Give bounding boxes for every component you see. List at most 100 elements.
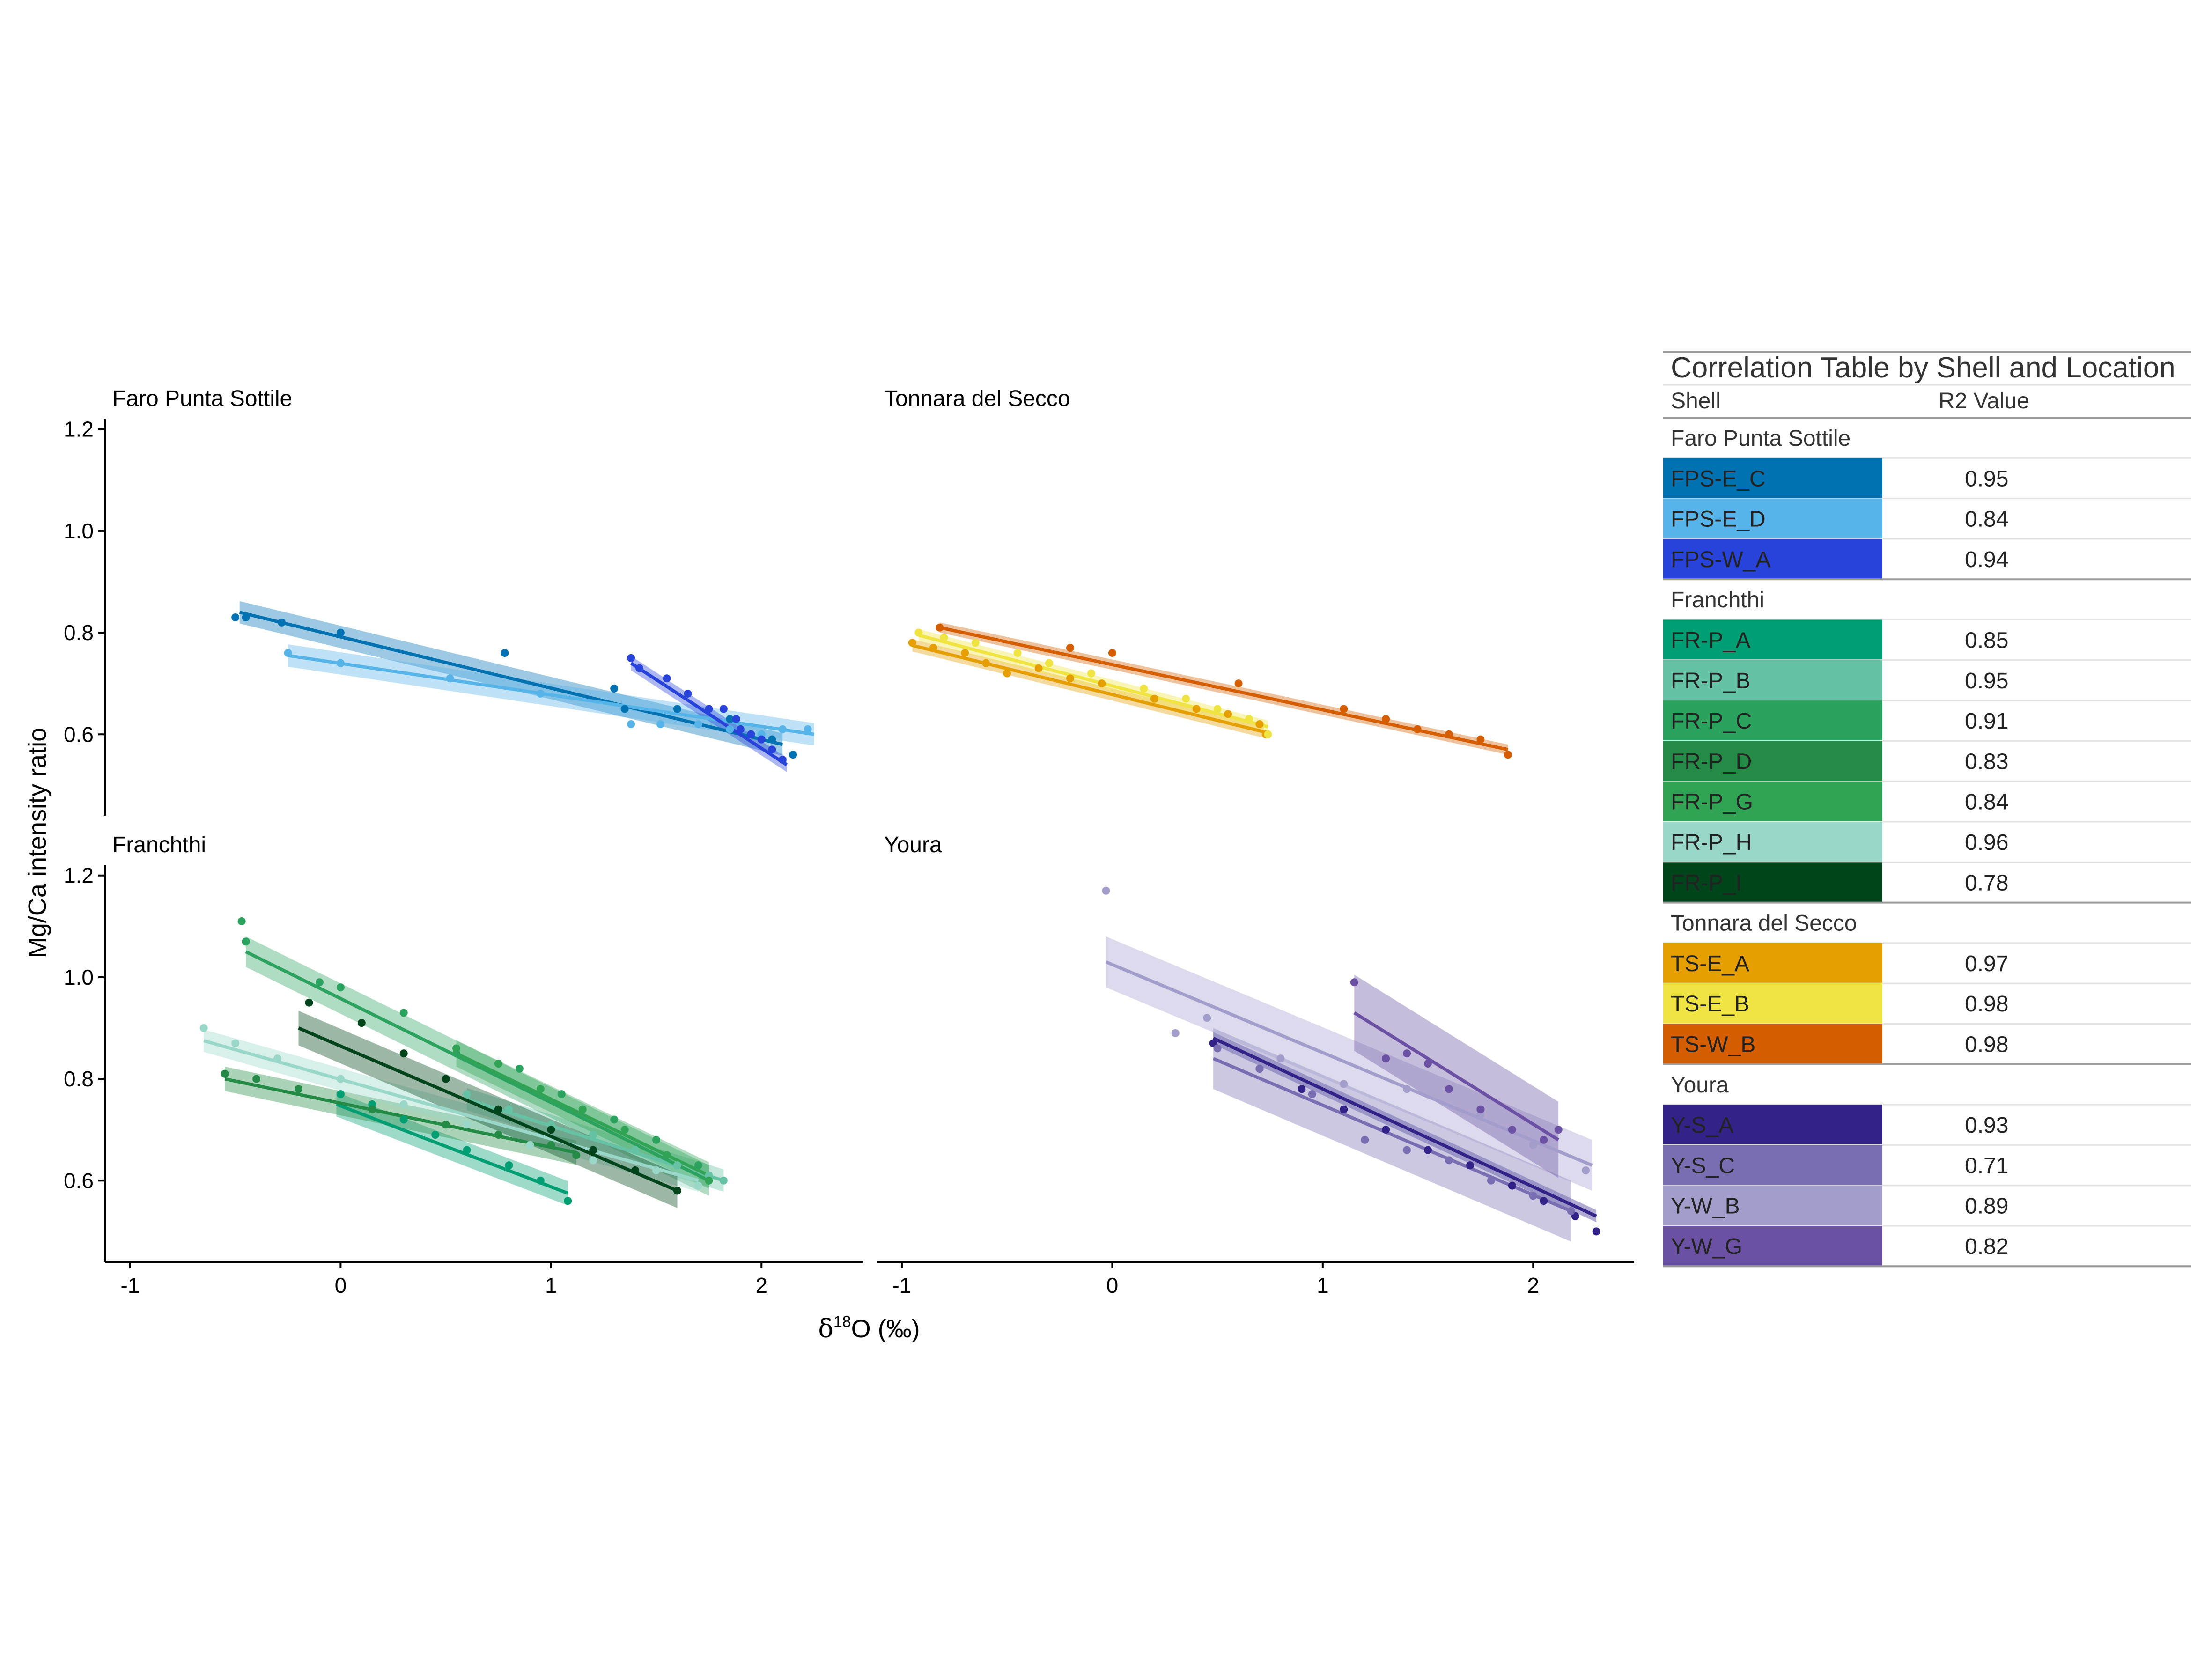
data-point-y-s-c (1308, 1090, 1316, 1099)
data-point-ts-e-a (929, 644, 937, 652)
data-point-fps-e-c (620, 705, 629, 713)
data-point-y-s-a (1340, 1105, 1348, 1113)
data-point-fr-p-c (694, 1161, 702, 1170)
y-axis-title: Mg/Ca intensity ratio (23, 728, 52, 958)
regression-line-fr-p-a (336, 1103, 569, 1195)
y-tick-label: 1.0 (64, 965, 94, 989)
data-point-fps-e-c (673, 705, 681, 713)
data-point-fr-p-i (631, 1166, 640, 1175)
table-group-label: Faro Punta Sottile (1671, 426, 1851, 451)
table-r2-cell: 0.91 (1965, 709, 2008, 734)
data-point-ts-w-b (936, 623, 944, 632)
table-shell-cell: TS-W_B (1671, 1032, 1755, 1057)
data-point-fr-p-b (505, 1105, 513, 1113)
data-point-y-s-c (1567, 1207, 1575, 1215)
data-point-fr-p-b (631, 1146, 640, 1154)
data-point-ts-w-b (1234, 679, 1243, 688)
shell-swatch-fr-p-i (1663, 862, 1882, 903)
data-point-ts-e-b (1045, 659, 1054, 667)
shell-swatch-fps-e-d (1663, 498, 1882, 539)
data-point-y-s-a (1382, 1126, 1390, 1134)
data-point-ts-e-b (1182, 694, 1190, 703)
data-point-fr-p-a (463, 1146, 471, 1154)
data-point-fr-p-i (589, 1146, 597, 1154)
data-point-ts-e-b (1013, 649, 1022, 657)
table-shell-cell: TS-E_A (1671, 951, 1749, 976)
data-point-fr-p-h (694, 1181, 702, 1190)
shell-swatch-fps-e-c (1663, 458, 1882, 499)
data-point-fps-w-a (627, 654, 635, 662)
data-point-fps-e-c (336, 628, 345, 637)
data-point-ts-w-b (1413, 725, 1422, 733)
data-point-y-w-g (1540, 1135, 1548, 1144)
data-point-ts-e-b (940, 634, 948, 642)
data-point-ts-w-b (1340, 705, 1348, 713)
data-point-fr-p-a (564, 1197, 572, 1205)
data-point-y-w-b (1529, 1141, 1537, 1149)
data-point-ts-e-b (914, 628, 923, 637)
x-tick-label: 0 (335, 1273, 347, 1298)
table-r2-cell: 0.98 (1965, 992, 2008, 1017)
regression-line-fr-p-h (203, 1039, 699, 1182)
data-point-y-s-a (1466, 1161, 1474, 1170)
data-point-fps-w-a (684, 689, 692, 698)
data-point-fr-p-h (463, 1121, 471, 1129)
data-point-fr-p-i (442, 1075, 450, 1083)
data-point-y-s-c (1213, 1044, 1222, 1053)
shell-swatch-y-s-c (1663, 1145, 1882, 1186)
table-shell-cell: FR-P_H (1671, 830, 1752, 855)
data-point-fps-e-d (694, 720, 702, 729)
shell-swatch-y-w-g (1663, 1226, 1882, 1267)
data-point-fr-p-a (431, 1131, 440, 1139)
table-r2-cell: 0.95 (1965, 466, 2008, 491)
data-point-fps-w-a (719, 705, 728, 713)
data-point-fr-p-i (547, 1126, 555, 1134)
table-shell-cell: FR-P_B (1671, 669, 1751, 693)
regression-line-ts-w-b (939, 626, 1509, 752)
table-shell-cell: FR-P_G (1671, 790, 1753, 815)
data-point-fr-p-h (589, 1156, 597, 1165)
data-point-y-s-a (1298, 1085, 1306, 1093)
data-point-ts-e-a (1098, 679, 1106, 688)
x-tick-label: 2 (755, 1273, 767, 1298)
data-point-fps-e-c (501, 649, 509, 657)
data-point-ts-e-b (1264, 730, 1272, 738)
y-tick-label: 0.8 (64, 620, 94, 645)
data-point-fr-p-g (620, 1126, 629, 1134)
table-r2-cell: 0.94 (1965, 547, 2008, 572)
table-shell-cell: FR-P_A (1671, 628, 1751, 653)
shell-swatch-fr-p-g (1663, 781, 1882, 822)
data-point-ts-e-a (1150, 694, 1158, 703)
correlation-table: Correlation Table by Shell and Location S… (1663, 351, 2191, 1268)
y-tick-label: 0.6 (64, 1168, 94, 1193)
data-point-y-w-g (1445, 1085, 1453, 1093)
x-tick-label: -1 (120, 1273, 140, 1298)
data-point-fps-w-a (635, 664, 644, 672)
data-point-fr-p-d (221, 1069, 229, 1078)
data-point-fps-e-c (242, 613, 250, 621)
data-point-y-w-b (1276, 1054, 1285, 1063)
regression-line-y-s-a (1212, 1037, 1597, 1218)
x-tick-label: 1 (1317, 1273, 1329, 1298)
table-r2-cell: 0.95 (1965, 669, 2008, 693)
data-point-y-w-g (1424, 1060, 1432, 1068)
data-point-y-s-c (1529, 1192, 1537, 1200)
data-point-ts-e-b (971, 639, 980, 647)
data-point-ts-e-b (1245, 715, 1253, 723)
data-point-fps-e-c (768, 735, 776, 744)
x-tick-label: 1 (545, 1273, 557, 1298)
table-r2-cell: 0.83 (1965, 749, 2008, 774)
data-point-fr-p-d (494, 1131, 502, 1139)
x-axis-title-rest: O (‰) (851, 1315, 920, 1343)
table-r2-cell: 0.98 (1965, 1032, 2008, 1057)
data-point-ts-e-a (982, 659, 990, 667)
data-point-y-s-c (1361, 1135, 1369, 1144)
x-axis-title: δ18O (‰) (818, 1313, 920, 1343)
shell-swatch-y-w-b (1663, 1185, 1882, 1226)
data-point-fr-p-d (252, 1075, 261, 1083)
shell-swatch-ts-e-b (1663, 983, 1882, 1024)
facet-faro-punta-sottile: Faro Punta Sottile 0.6 0.8 1.0 1.2 (64, 386, 815, 816)
data-point-fr-p-c (399, 1009, 408, 1017)
data-point-ts-e-b (1140, 685, 1148, 693)
data-point-fps-e-c (789, 751, 797, 759)
